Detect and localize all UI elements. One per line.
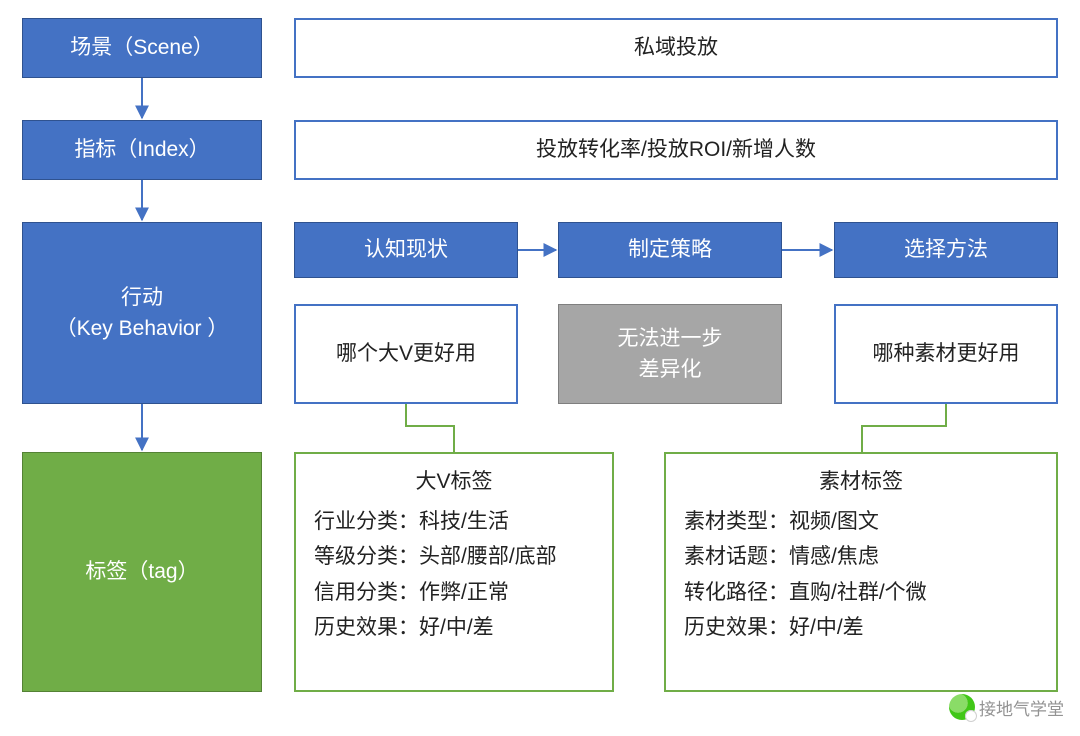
scene-box: 场景（Scene） bbox=[22, 18, 262, 78]
watermark-text: 接地气学堂 bbox=[979, 695, 1064, 720]
action-sub-bigv-label: 哪个大V更好用 bbox=[336, 338, 476, 370]
scene-label: 场景（Scene） bbox=[70, 32, 214, 64]
tag-material-title: 素材标签 bbox=[684, 466, 1038, 498]
elbow-connector bbox=[862, 404, 946, 452]
tag-material-row: 历史效果：好/中/差 bbox=[684, 612, 864, 644]
action-method: 选择方法 bbox=[834, 222, 1058, 278]
tag-bigv-box: 大V标签 行业分类：科技/生活 等级分类：头部/腰部/底部 信用分类：作弊/正常… bbox=[294, 452, 614, 692]
action-sub-material: 哪种素材更好用 bbox=[834, 304, 1058, 404]
tag-label: 标签（tag） bbox=[85, 556, 198, 588]
watermark: 接地气学堂 bbox=[949, 694, 1064, 720]
action-strategy: 制定策略 bbox=[558, 222, 782, 278]
action-sub-gray: 无法进一步 差异化 bbox=[558, 304, 782, 404]
tag-bigv-title: 大V标签 bbox=[314, 466, 594, 498]
tag-material-box: 素材标签 素材类型：视频/图文 素材话题：情感/焦虑 转化路径：直购/社群/个微… bbox=[664, 452, 1058, 692]
elbow-connector bbox=[406, 404, 454, 452]
tag-bigv-row: 等级分类：头部/腰部/底部 bbox=[314, 541, 557, 573]
tag-box: 标签（tag） bbox=[22, 452, 262, 692]
index-box: 指标（Index） bbox=[22, 120, 262, 180]
action-cognize-label: 认知现状 bbox=[364, 234, 448, 266]
action-sub-bigv: 哪个大V更好用 bbox=[294, 304, 518, 404]
index-value: 投放转化率/投放ROI/新增人数 bbox=[536, 134, 816, 166]
scene-value-box: 私域投放 bbox=[294, 18, 1058, 78]
tag-bigv-row: 行业分类：科技/生活 bbox=[314, 506, 509, 538]
tag-material-row: 转化路径：直购/社群/个微 bbox=[684, 577, 927, 609]
action-strategy-label: 制定策略 bbox=[628, 234, 712, 266]
action-sub-material-label: 哪种素材更好用 bbox=[873, 338, 1020, 370]
tag-material-row: 素材类型：视频/图文 bbox=[684, 506, 879, 538]
tag-material-row: 素材话题：情感/焦虑 bbox=[684, 541, 879, 573]
index-value-box: 投放转化率/投放ROI/新增人数 bbox=[294, 120, 1058, 180]
scene-value: 私域投放 bbox=[634, 32, 718, 64]
action-method-label: 选择方法 bbox=[904, 234, 988, 266]
action-sub-gray-l1: 无法进一步 bbox=[618, 323, 723, 355]
action-sub-gray-l2: 差异化 bbox=[639, 354, 702, 386]
action-box: 行动 （Key Behavior ） bbox=[22, 222, 262, 404]
action-label-2: （Key Behavior ） bbox=[56, 313, 229, 345]
wechat-icon bbox=[949, 694, 975, 720]
tag-bigv-row: 信用分类：作弊/正常 bbox=[314, 577, 509, 609]
index-label: 指标（Index） bbox=[74, 134, 209, 166]
action-label-1: 行动 bbox=[121, 282, 163, 314]
tag-bigv-row: 历史效果：好/中/差 bbox=[314, 612, 494, 644]
action-cognize: 认知现状 bbox=[294, 222, 518, 278]
